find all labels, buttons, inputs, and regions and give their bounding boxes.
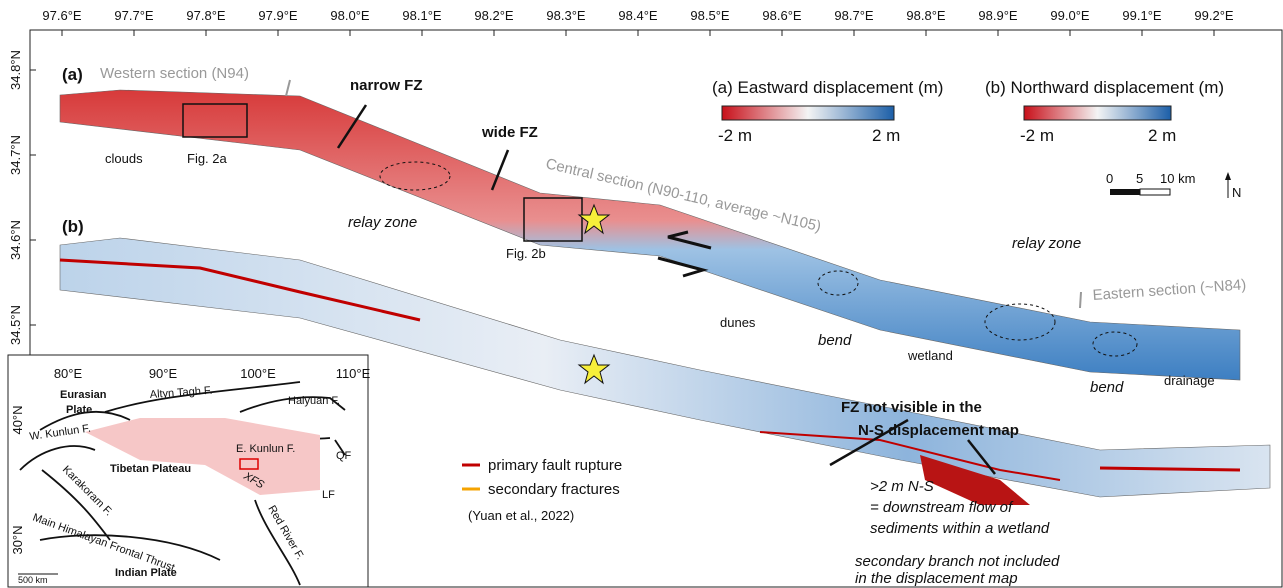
- inset-label: Indian Plate: [115, 567, 177, 579]
- longitude-axis: 97.6°E 97.7°E 97.8°E 97.9°E 98.0°E 98.1°E 98.2…: [42, 8, 1234, 36]
- annotation: FZ not visible in the: [841, 399, 982, 416]
- longitude-label: 97.7°E: [114, 8, 154, 23]
- inset-scale-label: 500 km: [18, 575, 48, 585]
- inset-label: Plate: [66, 404, 92, 416]
- colorbar-title: (a) Eastward displacement (m): [712, 78, 943, 97]
- inset-label: E. Kunlun F.: [236, 443, 295, 455]
- latitude-label: 34.8°N: [8, 50, 23, 90]
- figure: 97.6°E 97.7°E 97.8°E 97.9°E 98.0°E 98.1°E 98.2…: [0, 0, 1283, 588]
- longitude-label: 98.7°E: [834, 8, 874, 23]
- annotation: N-S displacement map: [858, 422, 1019, 439]
- annotation: narrow FZ: [350, 77, 423, 94]
- legend: primary fault rupture secondary fractures: [462, 457, 622, 498]
- annotation: wide FZ: [481, 124, 538, 141]
- fault-rupture: [1100, 468, 1240, 470]
- colorbar-label: 2 m: [1148, 126, 1176, 145]
- section-label: Western section (N94): [100, 65, 249, 82]
- annotation: relay zone: [348, 214, 417, 231]
- inset-longitude-label: 80°E: [54, 366, 83, 381]
- longitude-label: 98.8°E: [906, 8, 946, 23]
- longitude-label: 97.6°E: [42, 8, 82, 23]
- annotation: Fig. 2b: [506, 246, 546, 261]
- longitude-label: 98.1°E: [402, 8, 442, 23]
- annotation: bend: [818, 332, 852, 349]
- inset-label: LF: [322, 489, 335, 501]
- latitude-label: 34.6°N: [8, 220, 23, 260]
- scale-label: 10 km: [1160, 171, 1195, 186]
- section-marker: [1080, 292, 1081, 308]
- longitude-label: 98.3°E: [546, 8, 586, 23]
- annotation: bend: [1090, 379, 1124, 396]
- panel-label: (a): [62, 65, 83, 84]
- north-arrow: [1225, 172, 1231, 180]
- longitude-label: 98.9°E: [978, 8, 1018, 23]
- inset-longitude-label: 110°E: [336, 366, 371, 381]
- colorbar-label: 2 m: [872, 126, 900, 145]
- section-marker: [286, 80, 290, 96]
- colorbar-label: -2 m: [1020, 126, 1054, 145]
- latitude-axis: 34.8°N 34.7°N 34.6°N 34.5°N: [8, 50, 36, 345]
- annotation: clouds: [105, 151, 143, 166]
- annotation: secondary branch not included: [855, 553, 1060, 570]
- legend-label: primary fault rupture: [488, 457, 622, 474]
- annotation: Fig. 2a: [187, 151, 228, 166]
- longitude-label: 99.2°E: [1194, 8, 1234, 23]
- inset-latitude-label: 30°N: [10, 525, 25, 554]
- longitude-label: 99.1°E: [1122, 8, 1162, 23]
- north-label: N: [1232, 185, 1241, 200]
- annotation: dunes: [720, 315, 756, 330]
- annotation: in the displacement map: [855, 570, 1018, 587]
- annotation: = downstream flow of: [870, 499, 1014, 516]
- inset-label: Tibetan Plateau: [110, 463, 191, 475]
- inset-label: Haiyuan F.: [288, 395, 340, 407]
- annotation: sediments within a wetland: [870, 520, 1050, 537]
- inset-longitude-label: 100°E: [240, 366, 276, 381]
- annotation: >2 m N-S: [870, 478, 934, 495]
- longitude-label: 97.8°E: [186, 8, 226, 23]
- longitude-label: 99.0°E: [1050, 8, 1090, 23]
- latitude-label: 34.7°N: [8, 135, 23, 175]
- legend-source: (Yuan et al., 2022): [468, 508, 574, 523]
- colorbar: [1024, 106, 1171, 120]
- longitude-label: 98.4°E: [618, 8, 658, 23]
- annotation: drainage: [1164, 373, 1215, 388]
- longitude-label: 98.5°E: [690, 8, 730, 23]
- scale-label: 5: [1136, 171, 1143, 186]
- legend-label: secondary fractures: [488, 481, 620, 498]
- inset-label: QF: [336, 450, 352, 462]
- page: 97.6°E 97.7°E 97.8°E 97.9°E 98.0°E 98.1°E 98.2…: [0, 0, 1283, 588]
- section-label: Eastern section (~N84): [1092, 276, 1247, 304]
- colorbar-title: (b) Northward displacement (m): [985, 78, 1224, 97]
- inset-latitude-label: 40°N: [10, 405, 25, 434]
- scale-label: 0: [1106, 171, 1113, 186]
- scale-bar: [1140, 189, 1170, 195]
- longitude-label: 98.0°E: [330, 8, 370, 23]
- colorbar-label: -2 m: [718, 126, 752, 145]
- inset-longitude-label: 90°E: [149, 366, 178, 381]
- longitude-label: 98.6°E: [762, 8, 802, 23]
- inset-label: Eurasian: [60, 389, 107, 401]
- latitude-label: 34.5°N: [8, 305, 23, 345]
- panel-label: (b): [62, 217, 84, 236]
- colorbar: [722, 106, 894, 120]
- annotation: relay zone: [1012, 235, 1081, 252]
- annotation: wetland: [907, 348, 953, 363]
- longitude-label: 98.2°E: [474, 8, 514, 23]
- longitude-label: 97.9°E: [258, 8, 298, 23]
- scale-bar: [1110, 189, 1140, 195]
